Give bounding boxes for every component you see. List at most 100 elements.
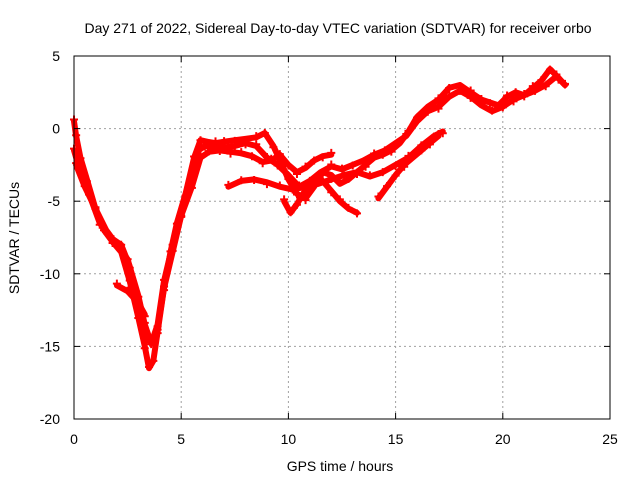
x-axis-label: GPS time / hours xyxy=(287,458,394,474)
data-point xyxy=(273,161,282,170)
data-point xyxy=(378,168,387,177)
x-tick-label: 0 xyxy=(70,431,78,447)
data-point xyxy=(269,143,278,152)
data-point xyxy=(134,299,143,308)
data-point xyxy=(327,160,336,169)
data-point xyxy=(417,146,426,155)
data-point xyxy=(530,86,539,95)
data-point xyxy=(123,286,132,295)
data-point xyxy=(402,130,411,139)
data-point xyxy=(391,171,400,180)
y-tick-label: -15 xyxy=(40,338,60,354)
data-point xyxy=(102,228,111,237)
data-point xyxy=(327,174,336,183)
data-point xyxy=(485,99,494,108)
data-point xyxy=(434,94,443,103)
data-point xyxy=(250,176,259,185)
data-point xyxy=(230,142,239,151)
data-point xyxy=(262,180,271,189)
data-point xyxy=(310,156,319,165)
data-point xyxy=(552,70,561,79)
data-point xyxy=(196,136,205,145)
data-point xyxy=(286,208,295,217)
data-point xyxy=(537,76,546,85)
data-point xyxy=(247,152,256,161)
y-tick-label: -20 xyxy=(40,411,60,427)
data-point xyxy=(187,183,196,192)
data-point xyxy=(316,169,325,178)
data-point xyxy=(391,140,400,149)
data-point xyxy=(267,154,276,163)
data-point xyxy=(374,192,383,201)
data-point xyxy=(288,185,297,194)
data-point xyxy=(545,65,554,74)
data-point xyxy=(503,91,512,100)
data-point xyxy=(275,150,284,159)
data-point xyxy=(224,180,233,189)
data-point xyxy=(153,325,162,334)
data-point xyxy=(383,182,392,191)
data-point xyxy=(275,181,284,190)
x-tick-label: 15 xyxy=(388,431,404,447)
data-point xyxy=(541,82,550,91)
data-point xyxy=(215,146,224,155)
data-point xyxy=(280,195,289,204)
data-point xyxy=(445,83,454,92)
chart-title: Day 271 of 2022, Sidereal Day-to-day VTE… xyxy=(84,20,591,36)
series-line-pass-4 xyxy=(113,282,148,318)
x-tick-label: 20 xyxy=(495,431,511,447)
data-point xyxy=(348,161,357,170)
data-point xyxy=(391,162,400,171)
data-point xyxy=(237,176,246,185)
data-point xyxy=(365,171,374,180)
data-point xyxy=(123,255,132,264)
data-point xyxy=(200,142,209,151)
data-point xyxy=(140,344,149,353)
data-point xyxy=(72,131,81,140)
data-point xyxy=(361,162,370,171)
data-point xyxy=(177,211,186,220)
data-point xyxy=(301,196,310,205)
data-point xyxy=(318,176,327,185)
y-tick-label: -10 xyxy=(40,266,60,282)
data-point xyxy=(241,140,250,149)
data-point xyxy=(72,159,81,168)
data-point xyxy=(359,158,368,167)
data-point xyxy=(340,171,349,180)
data-point xyxy=(423,107,432,116)
data-point xyxy=(211,137,220,146)
data-point xyxy=(327,188,336,197)
data-point xyxy=(353,169,362,178)
data-point xyxy=(258,159,267,168)
y-tick-label: -5 xyxy=(48,193,61,209)
y-axis-label: SDTVAR / TECUs xyxy=(6,182,22,294)
data-point xyxy=(149,356,158,365)
data-point xyxy=(327,148,336,157)
data-point xyxy=(292,200,301,209)
data-point xyxy=(284,161,293,170)
data-point xyxy=(466,86,475,95)
data-point xyxy=(477,99,486,108)
data-point xyxy=(318,153,327,162)
data-point xyxy=(425,140,434,149)
data-point xyxy=(509,97,518,106)
data-point xyxy=(112,279,121,288)
data-point xyxy=(237,148,246,157)
data-point xyxy=(511,88,520,97)
x-tick-label: 25 xyxy=(602,431,618,447)
data-point xyxy=(413,116,422,125)
data-point xyxy=(112,239,121,248)
data-point xyxy=(145,362,154,371)
data-point xyxy=(292,169,301,178)
data-point xyxy=(168,246,177,255)
data-point xyxy=(400,162,409,171)
data-point xyxy=(260,128,269,137)
data-point xyxy=(338,164,346,173)
data-point xyxy=(301,162,310,171)
data-point xyxy=(252,140,261,149)
data-point xyxy=(301,187,310,196)
data-point xyxy=(370,149,379,158)
x-tick-label: 10 xyxy=(281,431,297,447)
data-point xyxy=(520,90,529,99)
